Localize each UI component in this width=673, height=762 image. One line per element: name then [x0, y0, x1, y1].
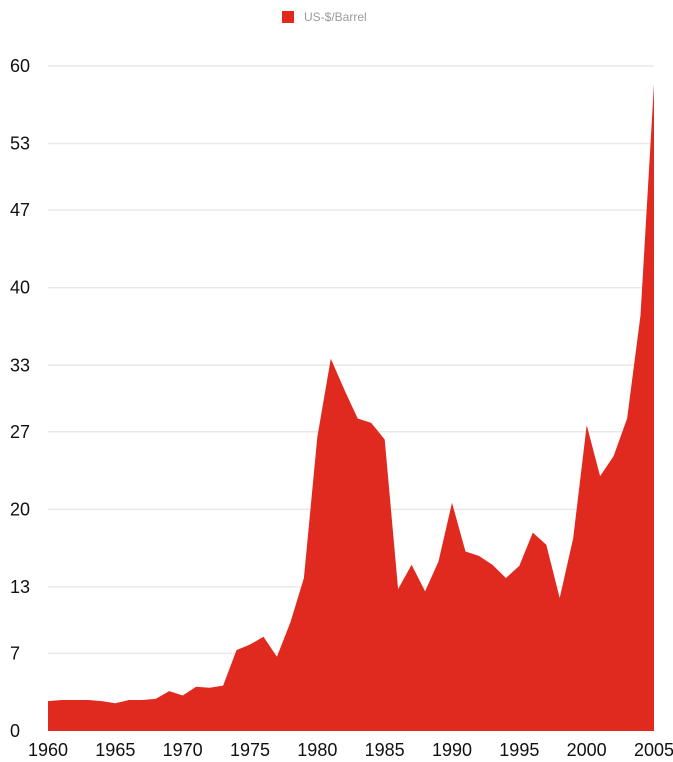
area-layer	[48, 83, 654, 731]
x-tick-label: 1990	[432, 740, 472, 760]
y-axis: 0 7 13 20 27 33 40 47 53 60	[10, 56, 30, 741]
x-tick-label: 2000	[567, 740, 607, 760]
x-tick-label: 1970	[163, 740, 203, 760]
y-tick-label: 27	[10, 422, 30, 442]
x-tick-label: 1975	[230, 740, 270, 760]
y-tick-label: 60	[10, 56, 30, 76]
y-tick-label: 20	[10, 499, 30, 519]
x-axis: 1960 1965 1970 1975 1980 1985 1990 1995 2000 2005	[28, 740, 673, 760]
legend-label: US-$/Barrel	[304, 10, 367, 24]
y-tick-label: 40	[10, 278, 30, 298]
series-area	[48, 83, 654, 731]
x-tick-label: 1965	[95, 740, 135, 760]
x-tick-label: 2005	[634, 740, 673, 760]
y-tick-label: 53	[10, 134, 30, 154]
y-tick-label: 33	[10, 355, 30, 375]
y-tick-label: 0	[10, 721, 20, 741]
x-tick-label: 1985	[365, 740, 405, 760]
x-tick-label: 1960	[28, 740, 68, 760]
legend: US-$/Barrel	[282, 10, 367, 24]
y-tick-label: 7	[10, 643, 20, 663]
y-tick-label: 47	[10, 200, 30, 220]
x-tick-label: 1995	[499, 740, 539, 760]
y-tick-label: 13	[10, 577, 30, 597]
legend-swatch	[282, 11, 294, 23]
x-tick-label: 1980	[297, 740, 337, 760]
